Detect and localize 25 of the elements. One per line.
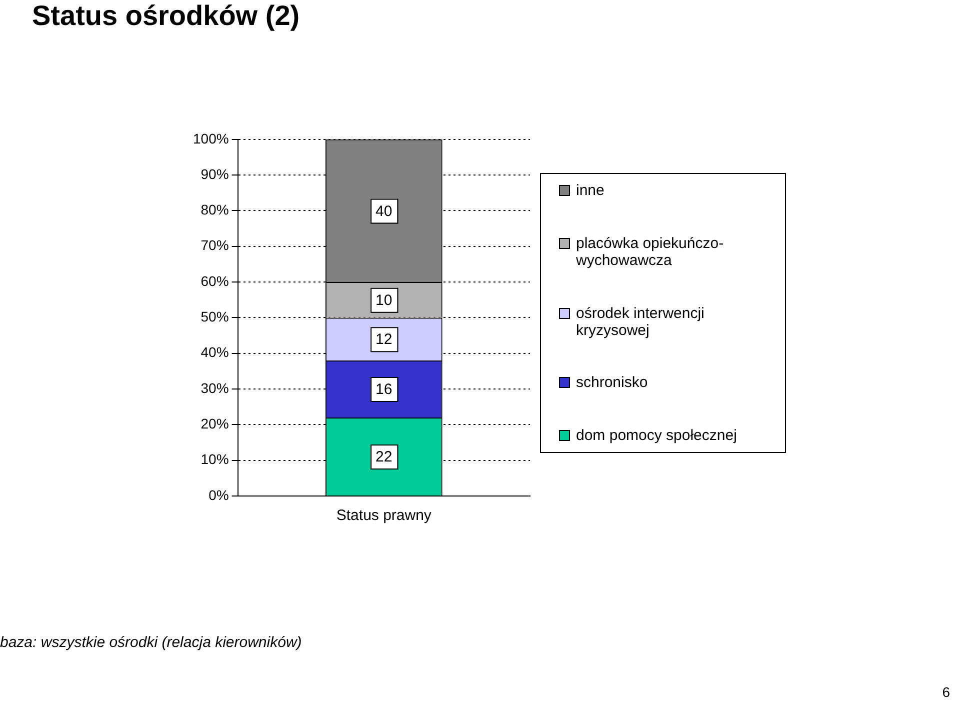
y-tick-label: 70% bbox=[200, 237, 229, 254]
y-tick-label: 10% bbox=[200, 451, 229, 468]
chart-title: Status ośrodków (2) bbox=[32, 0, 300, 32]
y-tick-label: 30% bbox=[200, 380, 229, 396]
data-label: 16 bbox=[376, 381, 392, 398]
data-label: 10 bbox=[376, 292, 392, 310]
y-tick-label: 40% bbox=[200, 344, 229, 360]
data-label: 12 bbox=[376, 331, 392, 348]
text: 6 bbox=[942, 684, 950, 700]
data-label: 22 bbox=[376, 448, 392, 466]
legend-label: placówka opiekuńczo-wychowawcza bbox=[576, 234, 725, 269]
y-tick-label: 20% bbox=[200, 416, 229, 432]
legend-label: schronisko bbox=[576, 374, 648, 392]
y-tick-label: 100% bbox=[192, 130, 229, 146]
y-tick-label: 50% bbox=[200, 308, 229, 325]
text: inne bbox=[576, 182, 604, 199]
x-tick-label: Status prawny bbox=[336, 507, 432, 524]
data-label: 40 bbox=[376, 202, 392, 220]
y-tick-label: 90% bbox=[200, 166, 229, 182]
text: baza: wszystkie ośrodki (relacja kierowników) bbox=[0, 634, 302, 651]
y-tick-label: 80% bbox=[200, 202, 229, 218]
legend-label: ośrodek interwencji kryzysowej bbox=[576, 304, 706, 338]
y-tick-label: 0% bbox=[208, 486, 229, 503]
legend-label: dom pomocy społecznej bbox=[576, 427, 737, 444]
y-tick-label: 60% bbox=[200, 272, 229, 289]
